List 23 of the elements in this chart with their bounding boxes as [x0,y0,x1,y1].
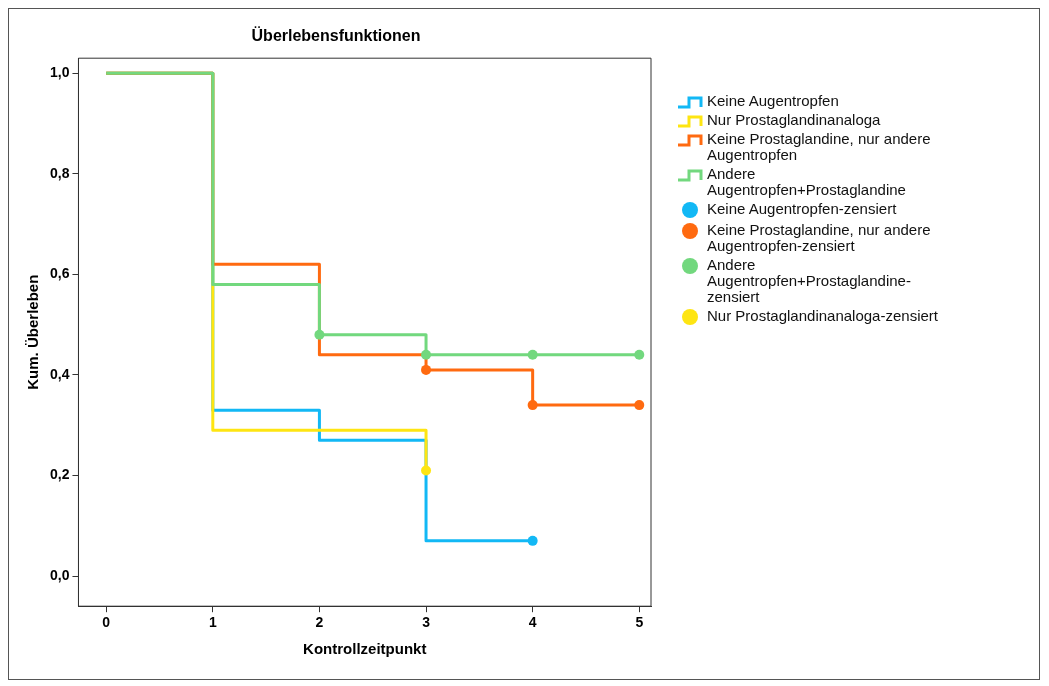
x-tick-label: 5 [635,614,644,631]
x-tick-label: 4 [528,614,537,631]
y-axis-title: Kum. Überleben [24,274,42,390]
y-tick-label: 0,6 [49,265,70,282]
legend-label: Keine Augentropfen [707,92,840,109]
x-tick-label: 1 [208,614,217,631]
legend-label: Nur Prostaglandinanaloga-zensiert [707,307,939,324]
y-tick-label: 0,8 [49,164,70,181]
x-axis-title: Kontrollzeitpunkt [303,640,427,658]
y-tick-label: 0,4 [49,365,70,382]
x-tick-label: 0 [102,614,111,631]
x-tick-label: 2 [315,614,324,631]
legend-label: Keine Prostaglandine, nur andere Augentropfen [707,130,932,163]
x-tick-label: 3 [422,614,431,631]
y-tick-label: 0,2 [49,466,70,483]
chart-title: Überlebensfunktionen [251,26,421,45]
y-tick-label: 0,0 [49,566,70,583]
legend-label: Keine Prostaglandine, nur andere Augentropfen-zensiert [707,221,932,254]
y-tick-label: 1,0 [49,64,70,81]
legend-label: Keine Augentropfen-zensiert [707,200,898,217]
legend-label: Andere Augentropfen+Prostaglandine-zensiert [707,256,912,305]
legend-label: Andere Augentropfen+Prostaglandine [707,165,907,198]
legend-label: Nur Prostaglandinanaloga [707,111,882,128]
